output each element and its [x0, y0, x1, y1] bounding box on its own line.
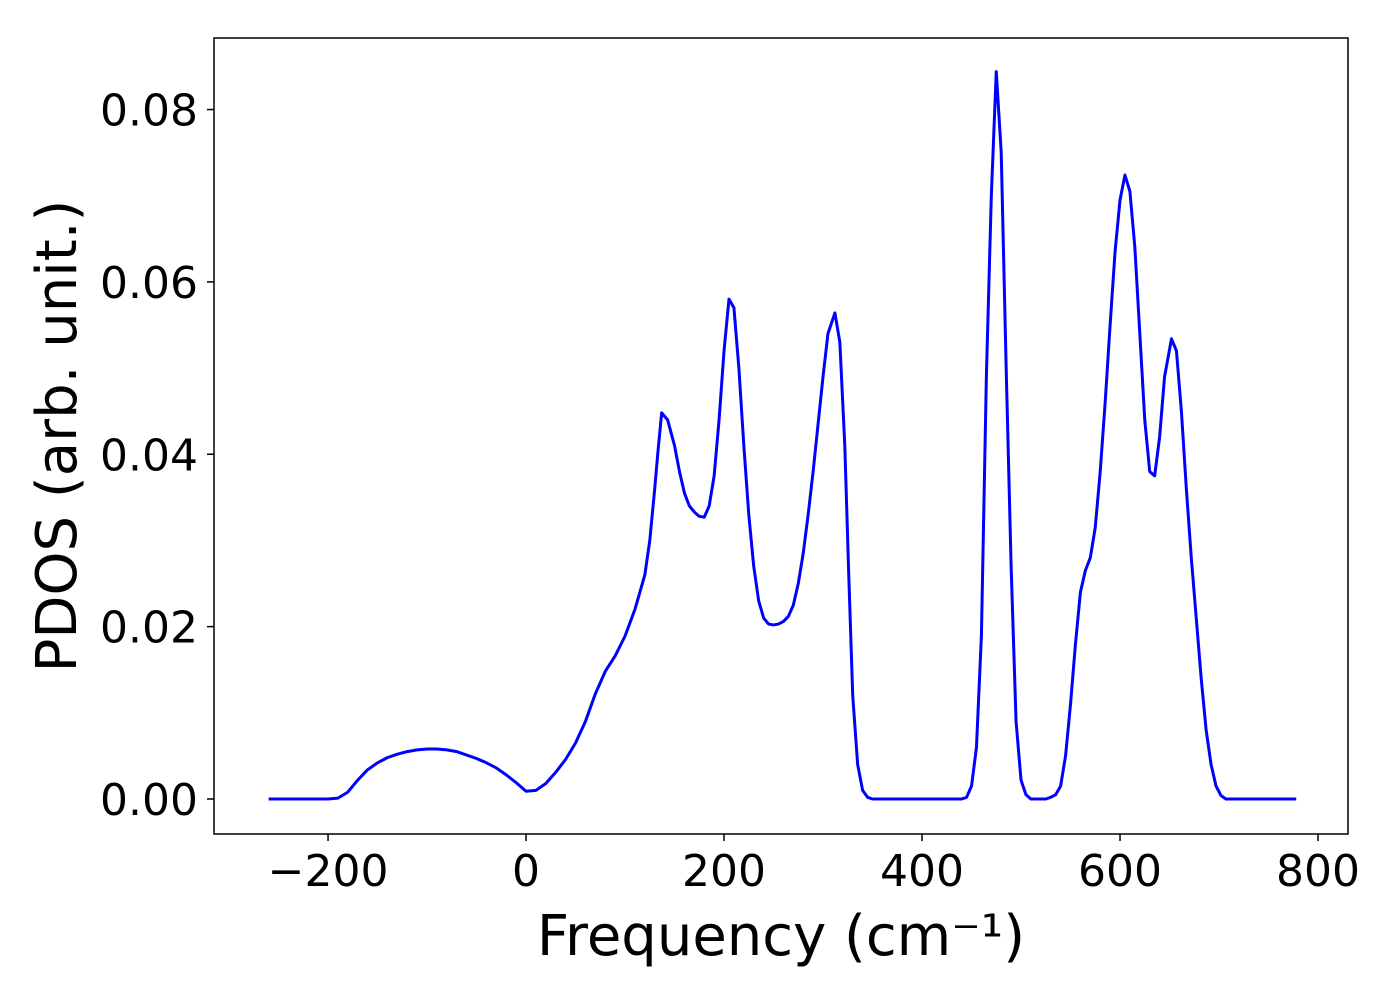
y-tick-label: 0.00 [100, 775, 198, 826]
x-tick-label: 400 [880, 846, 964, 897]
y-axis-label: PDOS (arb. unit.) [25, 200, 90, 673]
x-axis-label: Frequency (cm⁻¹) [537, 904, 1025, 969]
y-tick-label: 0.02 [100, 603, 198, 654]
data-line [268, 70, 1297, 801]
x-tick-label: −200 [268, 846, 389, 897]
x-tick-label: 800 [1276, 846, 1360, 897]
y-tick-label: 0.04 [100, 430, 198, 481]
y-tick-label: 0.08 [100, 86, 198, 137]
x-tick-label: 600 [1078, 846, 1162, 897]
x-tick-label: 200 [682, 846, 766, 897]
x-tick-label: 0 [512, 846, 540, 897]
plot-frame [213, 37, 1349, 835]
y-tick-label: 0.06 [100, 258, 198, 309]
